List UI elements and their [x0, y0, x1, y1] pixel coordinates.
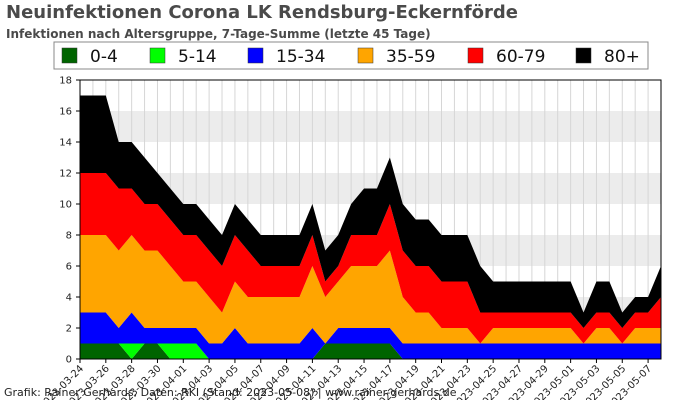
legend-swatch [61, 47, 78, 64]
legend-label: 60-79 [496, 47, 545, 67]
legend-label: 35-59 [386, 47, 435, 67]
y-axis: 0 2 4 6 8 10 12 14 16 18 [59, 76, 80, 366]
grid-band [80, 111, 661, 142]
source-credit: Grafik: Rainer Gerhards, Daten: RKI (Sta… [4, 386, 457, 399]
legend-swatch [467, 47, 484, 64]
area-60-79 [80, 173, 661, 344]
y-tick-label: 4 [66, 293, 72, 304]
area-35-59 [80, 235, 661, 344]
plot-frame [79, 79, 662, 360]
chart-title: Neuinfektionen Corona LK Rendsburg-Ecker… [6, 2, 518, 23]
y-tick-label: 16 [59, 107, 72, 118]
area-15-34 [80, 312, 661, 359]
legend-box [53, 41, 649, 70]
legend-swatch [247, 47, 264, 64]
legend-swatch [149, 47, 166, 64]
legend-label: 0-4 [90, 47, 118, 67]
y-tick-label: 14 [59, 138, 72, 149]
chart-subtitle: Infektionen nach Altersgruppe, 7-Tage-Su… [6, 27, 431, 41]
y-tick-label: 18 [59, 76, 72, 87]
area-80plus [80, 95, 661, 328]
y-tick-label: 2 [66, 324, 72, 335]
y-tick-label: 8 [66, 231, 72, 242]
legend-label: 5-14 [178, 47, 217, 67]
area-0-4 [80, 343, 661, 359]
legend-swatch [575, 47, 592, 64]
area-series [80, 95, 661, 359]
y-tick-label: 10 [59, 200, 72, 211]
legend-label: 80+ [604, 47, 640, 67]
y-tick-label: 6 [66, 262, 72, 273]
y-tick-label: 0 [66, 355, 72, 366]
y-tick-label: 12 [59, 169, 72, 180]
area-5-14 [80, 343, 661, 359]
legend-label: 15-34 [276, 47, 325, 67]
legend: 0-4 5-14 15-34 35-59 60-79 80+ [53, 41, 649, 70]
legend-swatch [357, 47, 374, 64]
